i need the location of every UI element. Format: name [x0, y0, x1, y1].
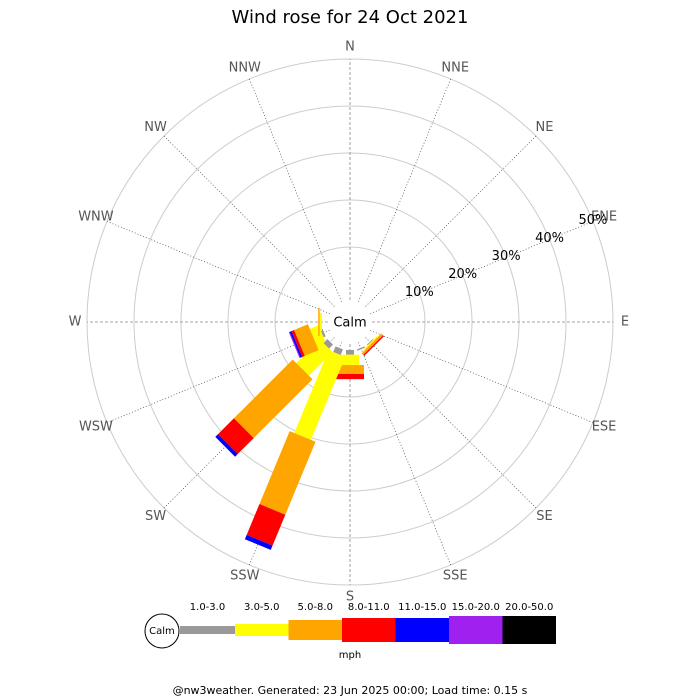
bar-segment [259, 431, 316, 515]
legend-label: 11.0-15.0 [398, 602, 446, 613]
bar-segment [244, 534, 273, 550]
bar-segment [323, 338, 334, 349]
direction-label: WNW [78, 209, 114, 224]
legend-label: 15.0-20.0 [452, 602, 500, 613]
direction-label: N [345, 40, 355, 55]
bar-segment [217, 418, 254, 455]
direction-label: S [346, 590, 354, 605]
r-tick-label: 40% [535, 231, 564, 246]
bar-segment [341, 354, 359, 366]
direction-label: W [69, 315, 82, 330]
spoke [106, 330, 330, 423]
spoke [358, 342, 451, 566]
legend-swatch [342, 618, 396, 642]
direction-label: NW [144, 120, 167, 135]
legend-label: 3.0-5.0 [244, 602, 279, 613]
direction-label: SE [536, 509, 552, 524]
bar-segment [233, 359, 313, 439]
calm-label: Calm [333, 316, 366, 331]
direction-label: NNW [229, 60, 261, 75]
spoke [365, 337, 537, 509]
bar-segment [346, 350, 354, 355]
legend-label: 1.0-3.0 [190, 602, 225, 613]
legend-label: 5.0-8.0 [298, 602, 333, 613]
direction-label: SSW [230, 569, 260, 584]
bar-segment [333, 346, 343, 356]
bar-segment [296, 339, 333, 376]
r-tick-label: 20% [448, 267, 477, 282]
legend-swatch [449, 616, 503, 644]
r-tick-label: 10% [405, 285, 434, 300]
footer: @nw3weather. Generated: 23 Jun 2025 00:0… [173, 684, 528, 697]
legend-calm-label: Calm [149, 626, 175, 637]
r-tick-label: 30% [492, 249, 521, 264]
bar-segment [364, 336, 378, 350]
direction-label: SSE [443, 569, 468, 584]
calm-circle [328, 300, 372, 344]
bar-segment [363, 335, 385, 357]
unit-label: mph [339, 650, 361, 661]
spoke [163, 135, 335, 307]
bar-segment [320, 329, 326, 338]
direction-bar [336, 350, 364, 380]
bar-segment [318, 308, 320, 336]
r-tick-label: 50% [579, 213, 608, 228]
spoke [370, 221, 594, 314]
bar-segment [357, 346, 365, 351]
bar-segment [294, 350, 346, 440]
direction-label: ENE [591, 209, 617, 224]
direction-label: E [621, 315, 629, 330]
grid-ring [133, 105, 567, 539]
direction-bar [357, 346, 365, 351]
spoke [106, 221, 330, 314]
legend-swatch [235, 624, 289, 636]
bar-segment [336, 365, 364, 374]
bar-segment [288, 331, 301, 359]
direction-bar [288, 324, 326, 359]
chart-title: Wind rose for 24 Oct 2021 [232, 7, 469, 28]
bar-segment [291, 330, 305, 357]
spoke [358, 78, 451, 302]
spoke [249, 78, 342, 302]
legend-label: 20.0-50.0 [505, 602, 553, 613]
direction-label: WSW [79, 420, 113, 435]
spoke [365, 135, 537, 307]
direction-label: NNE [441, 60, 469, 75]
spoke [370, 330, 594, 423]
direction-bar [244, 346, 346, 550]
bar-segment [294, 324, 319, 356]
legend-swatch [288, 620, 342, 640]
bar-segment [215, 434, 238, 457]
legend-calm [144, 613, 180, 649]
bar-segment [309, 325, 326, 346]
direction-label: ESE [592, 420, 617, 435]
direction-bar [215, 338, 334, 457]
bar-segment [289, 331, 303, 358]
legend-label: 8.0-11.0 [348, 602, 390, 613]
direction-label: SW [145, 509, 166, 524]
bar-segment [336, 373, 364, 380]
legend-swatch [502, 616, 556, 644]
direction-bar [318, 308, 322, 336]
direction-label: NE [535, 120, 553, 135]
bar-segment [246, 504, 286, 546]
bar-segment [319, 313, 322, 331]
legend-swatch [180, 626, 235, 634]
bar-segment [361, 333, 384, 356]
legend-swatch [395, 618, 449, 642]
direction-bar [361, 333, 385, 357]
bar-segment [366, 338, 374, 346]
